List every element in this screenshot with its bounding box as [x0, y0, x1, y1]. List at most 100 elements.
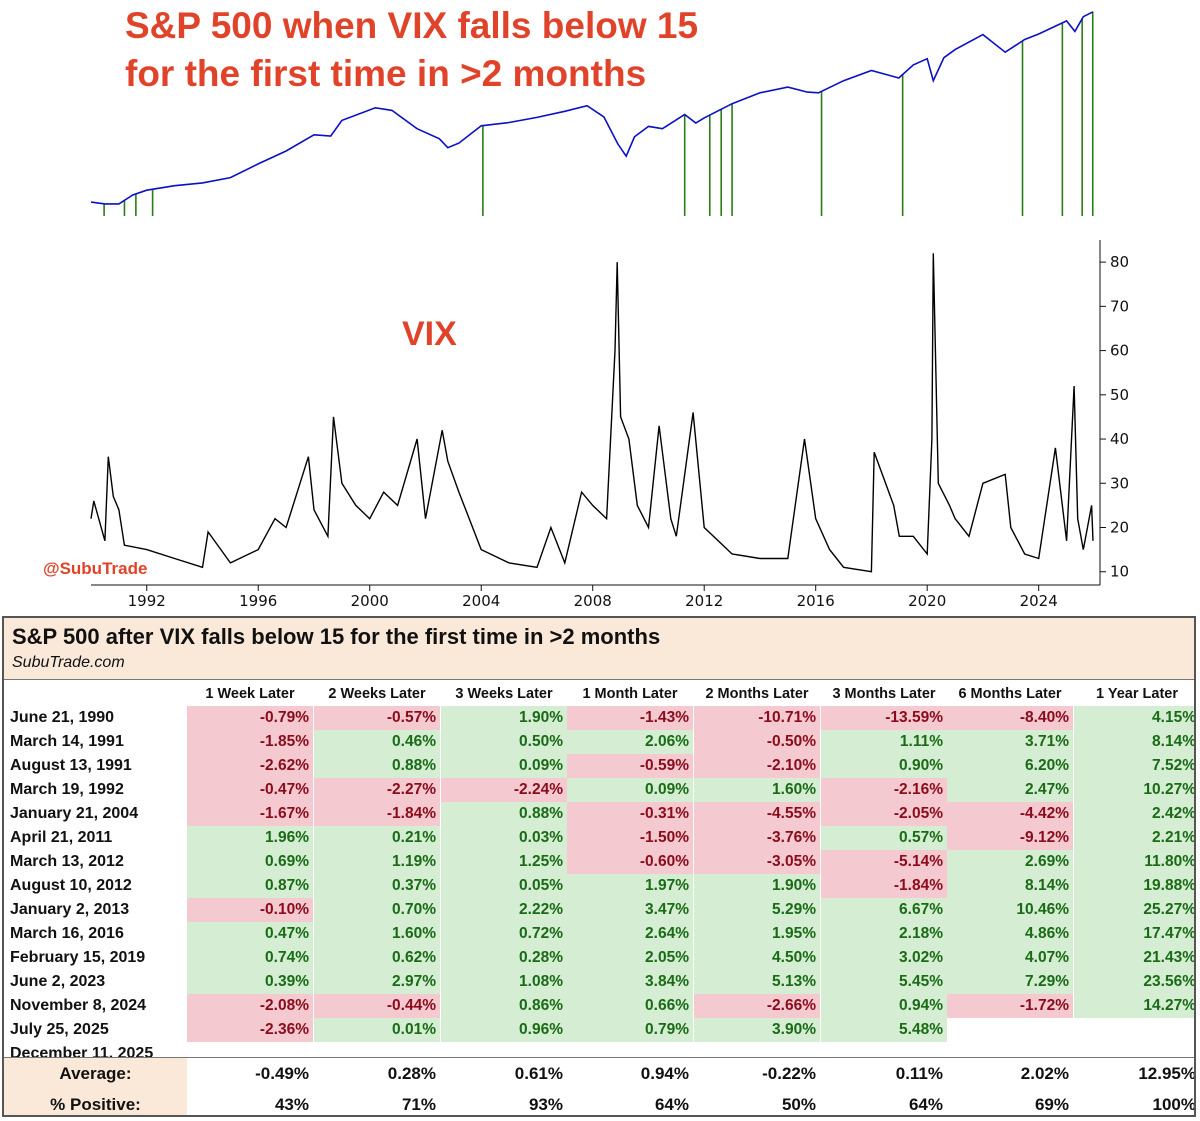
summary-cell: 64% — [908, 1095, 943, 1114]
return-cell: -0.44% — [314, 994, 440, 1018]
top-title-line2: for the first time in >2 months — [125, 53, 646, 94]
return-cell: -2.62% — [187, 754, 313, 778]
spx-line — [90, 11, 1094, 205]
return-cell: -2.05% — [821, 802, 947, 826]
return-cell: 0.79% — [567, 1018, 693, 1042]
return-cell: 7.29% — [947, 970, 1073, 994]
return-cell: 0.09% — [441, 754, 567, 778]
column-header: 1 Year Later — [1096, 686, 1178, 702]
return-cell: 2.69% — [947, 850, 1073, 874]
summary-divider — [4, 1057, 1194, 1058]
return-cell: 0.09% — [567, 778, 693, 802]
return-cell: 17.47% — [1074, 922, 1194, 946]
return-cell: -4.42% — [947, 802, 1073, 826]
return-cell: 2.21% — [1074, 826, 1194, 850]
return-cell: 0.90% — [821, 754, 947, 778]
row-date: June 2, 2023 — [10, 973, 106, 990]
return-cell: 5.13% — [694, 970, 820, 994]
top-title-line1: S&P 500 when VIX falls below 15 — [125, 5, 698, 46]
return-cell: 0.88% — [314, 754, 440, 778]
return-cell: 2.47% — [947, 778, 1073, 802]
return-cell: 11.80% — [1074, 850, 1194, 874]
vix-y-tick-label: 20 — [1110, 519, 1129, 537]
return-cell: 0.86% — [441, 994, 567, 1018]
return-cell: 0.57% — [821, 826, 947, 850]
return-cell: 8.14% — [1074, 730, 1194, 754]
vix-y-tick-label: 30 — [1110, 474, 1129, 492]
return-cell: 1.25% — [441, 850, 567, 874]
return-cell: 8.14% — [947, 874, 1073, 898]
return-cell: 2.64% — [567, 922, 693, 946]
vix-label: VIX — [402, 315, 457, 353]
return-cell: 0.47% — [187, 922, 313, 946]
column-header: 1 Month Later — [582, 686, 678, 702]
column-header: 1 Week Later — [205, 686, 295, 702]
summary-cell: 0.94% — [640, 1064, 689, 1083]
return-cell: 21.43% — [1074, 946, 1194, 970]
return-cell: 1.60% — [314, 922, 440, 946]
return-cell: 0.28% — [441, 946, 567, 970]
return-cell: 5.45% — [821, 970, 947, 994]
vix-y-tick-label: 50 — [1110, 386, 1129, 404]
return-cell: 7.52% — [1074, 754, 1194, 778]
return-cell: 0.94% — [821, 994, 947, 1018]
summary-label: % Positive: — [4, 1089, 187, 1115]
summary-cell: 71% — [401, 1095, 436, 1114]
return-cell: -1.84% — [821, 874, 947, 898]
return-cell: 1.90% — [694, 874, 820, 898]
return-cell: 0.03% — [441, 826, 567, 850]
row-date: February 15, 2019 — [10, 949, 146, 966]
return-cell: 2.05% — [567, 946, 693, 970]
row-date: August 13, 1991 — [10, 757, 132, 774]
return-cell: 3.90% — [694, 1018, 820, 1042]
return-cell: 4.50% — [694, 946, 820, 970]
table-header: S&P 500 after VIX falls below 15 for the… — [4, 618, 1194, 680]
return-cell: -1.85% — [187, 730, 313, 754]
column-header: 3 Months Later — [832, 686, 936, 702]
return-cell: 0.39% — [187, 970, 313, 994]
return-cell: 0.66% — [567, 994, 693, 1018]
vix-x-tick-label: 2004 — [462, 592, 500, 610]
return-cell: -2.66% — [694, 994, 820, 1018]
row-date: March 13, 2012 — [10, 853, 124, 870]
return-cell: 0.74% — [187, 946, 313, 970]
return-cell: -1.67% — [187, 802, 313, 826]
return-cell: -8.40% — [947, 706, 1073, 730]
return-cell: 3.71% — [947, 730, 1073, 754]
summary-cell: 2.02% — [1020, 1064, 1069, 1083]
return-cell: 3.47% — [567, 898, 693, 922]
return-cell: 1.60% — [694, 778, 820, 802]
vix-x-ticks: 1992 1996 2000 2004 2008 2012 2016 2020 2024 — [128, 585, 1058, 610]
row-date: March 16, 2016 — [10, 925, 124, 942]
summary-cell: 43% — [274, 1095, 309, 1114]
return-cell: -1.84% — [314, 802, 440, 826]
signal-markers — [103, 11, 1094, 216]
vix-x-tick-label: 2024 — [1020, 592, 1058, 610]
return-cell: 0.72% — [441, 922, 567, 946]
return-cell: -3.76% — [694, 826, 820, 850]
return-cell: 6.67% — [821, 898, 947, 922]
return-cell: 2.06% — [567, 730, 693, 754]
return-cell: 4.15% — [1074, 706, 1194, 730]
row-date: November 8, 2024 — [10, 997, 147, 1014]
return-cell: 10.46% — [947, 898, 1073, 922]
return-cell: 1.11% — [821, 730, 947, 754]
vix-y-tick-label: 40 — [1110, 430, 1129, 448]
summary-cell: -0.22% — [762, 1064, 816, 1083]
returns-table: S&P 500 after VIX falls below 15 for the… — [2, 616, 1196, 1117]
vix-plot-area — [91, 240, 1100, 585]
return-cell: 0.70% — [314, 898, 440, 922]
vix-x-tick-label: 2008 — [574, 592, 612, 610]
summary-cell: 0.61% — [514, 1064, 563, 1083]
column-header: 2 Weeks Later — [328, 686, 426, 702]
vix-line — [90, 253, 1094, 573]
row-date: January 2, 2013 — [10, 901, 130, 918]
summary-label: Average: — [4, 1058, 187, 1089]
return-cell: 1.08% — [441, 970, 567, 994]
return-cell: 1.97% — [567, 874, 693, 898]
return-cell: -13.59% — [821, 706, 947, 730]
return-cell: 1.90% — [441, 706, 567, 730]
vix-x-tick-label: 2020 — [908, 592, 946, 610]
summary-cell: 50% — [781, 1095, 816, 1114]
row-date: August 10, 2012 — [10, 877, 132, 894]
